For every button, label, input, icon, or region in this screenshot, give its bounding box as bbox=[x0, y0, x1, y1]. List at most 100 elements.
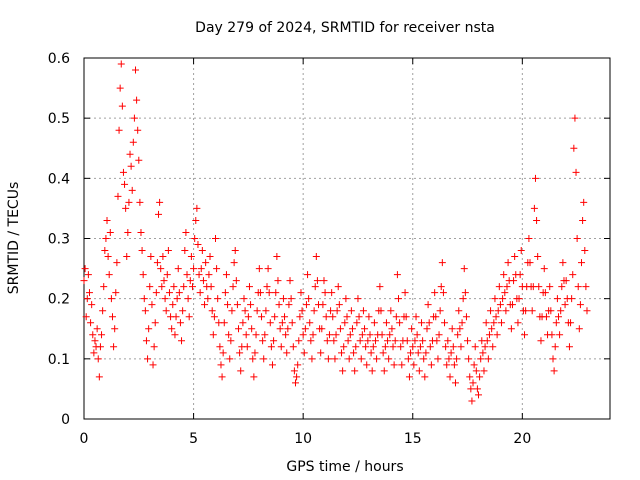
data-point bbox=[541, 289, 549, 297]
data-point bbox=[110, 343, 118, 351]
data-point bbox=[398, 361, 406, 369]
data-point bbox=[300, 349, 308, 357]
data-point bbox=[479, 349, 487, 357]
data-point bbox=[351, 367, 359, 375]
data-point bbox=[229, 283, 237, 291]
data-point bbox=[261, 331, 269, 339]
data-point bbox=[325, 331, 333, 339]
data-point bbox=[83, 295, 91, 303]
data-point bbox=[204, 295, 212, 303]
data-point bbox=[438, 259, 446, 267]
data-point bbox=[169, 301, 177, 309]
data-point bbox=[252, 331, 260, 339]
data-point bbox=[106, 228, 114, 236]
data-point bbox=[294, 361, 302, 369]
data-point bbox=[485, 331, 493, 339]
data-point bbox=[522, 307, 530, 315]
data-point bbox=[546, 283, 554, 291]
data-point bbox=[150, 343, 158, 351]
data-point bbox=[89, 331, 97, 339]
y-tick-label: 0.1 bbox=[48, 352, 70, 368]
data-point bbox=[457, 343, 465, 351]
data-point bbox=[411, 337, 419, 345]
data-point bbox=[391, 337, 399, 345]
data-point bbox=[82, 313, 90, 321]
data-point bbox=[297, 289, 305, 297]
data-point bbox=[255, 265, 263, 273]
data-point bbox=[416, 343, 424, 351]
data-point bbox=[201, 301, 209, 309]
data-point bbox=[408, 325, 416, 333]
data-point bbox=[471, 343, 479, 351]
data-point bbox=[266, 319, 274, 327]
data-point bbox=[461, 289, 469, 297]
data-point bbox=[487, 307, 495, 315]
data-point bbox=[98, 331, 106, 339]
data-point bbox=[133, 96, 141, 104]
data-point bbox=[135, 156, 143, 164]
data-point bbox=[152, 289, 160, 297]
data-point bbox=[418, 319, 426, 327]
data-point bbox=[206, 253, 214, 261]
data-point bbox=[148, 301, 156, 309]
data-point bbox=[302, 301, 310, 309]
data-point bbox=[151, 319, 159, 327]
data-point bbox=[306, 319, 314, 327]
data-point bbox=[377, 307, 385, 315]
data-point bbox=[132, 66, 140, 74]
data-point bbox=[570, 144, 578, 152]
data-point bbox=[373, 355, 381, 363]
data-point bbox=[358, 331, 366, 339]
data-point bbox=[322, 313, 330, 321]
data-point bbox=[499, 295, 507, 303]
data-point bbox=[472, 367, 480, 375]
data-point bbox=[100, 283, 108, 291]
data-point bbox=[282, 331, 290, 339]
data-point bbox=[366, 331, 374, 339]
data-point bbox=[173, 295, 181, 303]
data-point bbox=[466, 373, 474, 381]
data-point bbox=[502, 307, 510, 315]
data-point bbox=[307, 337, 315, 345]
data-point bbox=[370, 319, 378, 327]
data-point bbox=[345, 355, 353, 363]
data-point bbox=[160, 277, 168, 285]
data-point bbox=[521, 331, 529, 339]
data-point bbox=[253, 307, 261, 315]
y-tick-label: 0.2 bbox=[48, 292, 70, 308]
data-point bbox=[459, 295, 467, 303]
data-point bbox=[178, 337, 186, 345]
data-point bbox=[365, 313, 373, 321]
data-point bbox=[263, 283, 271, 291]
data-point bbox=[85, 289, 93, 297]
data-point bbox=[149, 361, 157, 369]
data-point bbox=[111, 325, 119, 333]
data-point bbox=[405, 373, 413, 381]
data-point bbox=[516, 271, 524, 279]
data-point bbox=[192, 216, 200, 224]
data-point bbox=[342, 295, 350, 303]
data-point bbox=[480, 367, 488, 375]
data-point bbox=[258, 313, 266, 321]
data-point bbox=[475, 391, 482, 399]
data-point bbox=[259, 337, 267, 345]
data-point bbox=[531, 174, 539, 182]
data-point bbox=[285, 301, 293, 309]
data-point bbox=[115, 126, 123, 134]
data-point bbox=[378, 331, 386, 339]
data-point bbox=[580, 198, 588, 206]
data-point bbox=[129, 138, 137, 146]
data-point bbox=[210, 313, 218, 321]
data-point bbox=[348, 325, 356, 333]
data-point bbox=[420, 355, 428, 363]
data-point bbox=[357, 355, 365, 363]
data-point bbox=[559, 259, 567, 267]
data-point bbox=[451, 379, 459, 387]
data-point bbox=[88, 301, 96, 309]
data-point bbox=[174, 265, 182, 273]
data-point bbox=[382, 319, 390, 327]
data-point bbox=[118, 102, 126, 110]
data-point bbox=[344, 337, 352, 345]
x-tick-label: 5 bbox=[189, 431, 198, 447]
